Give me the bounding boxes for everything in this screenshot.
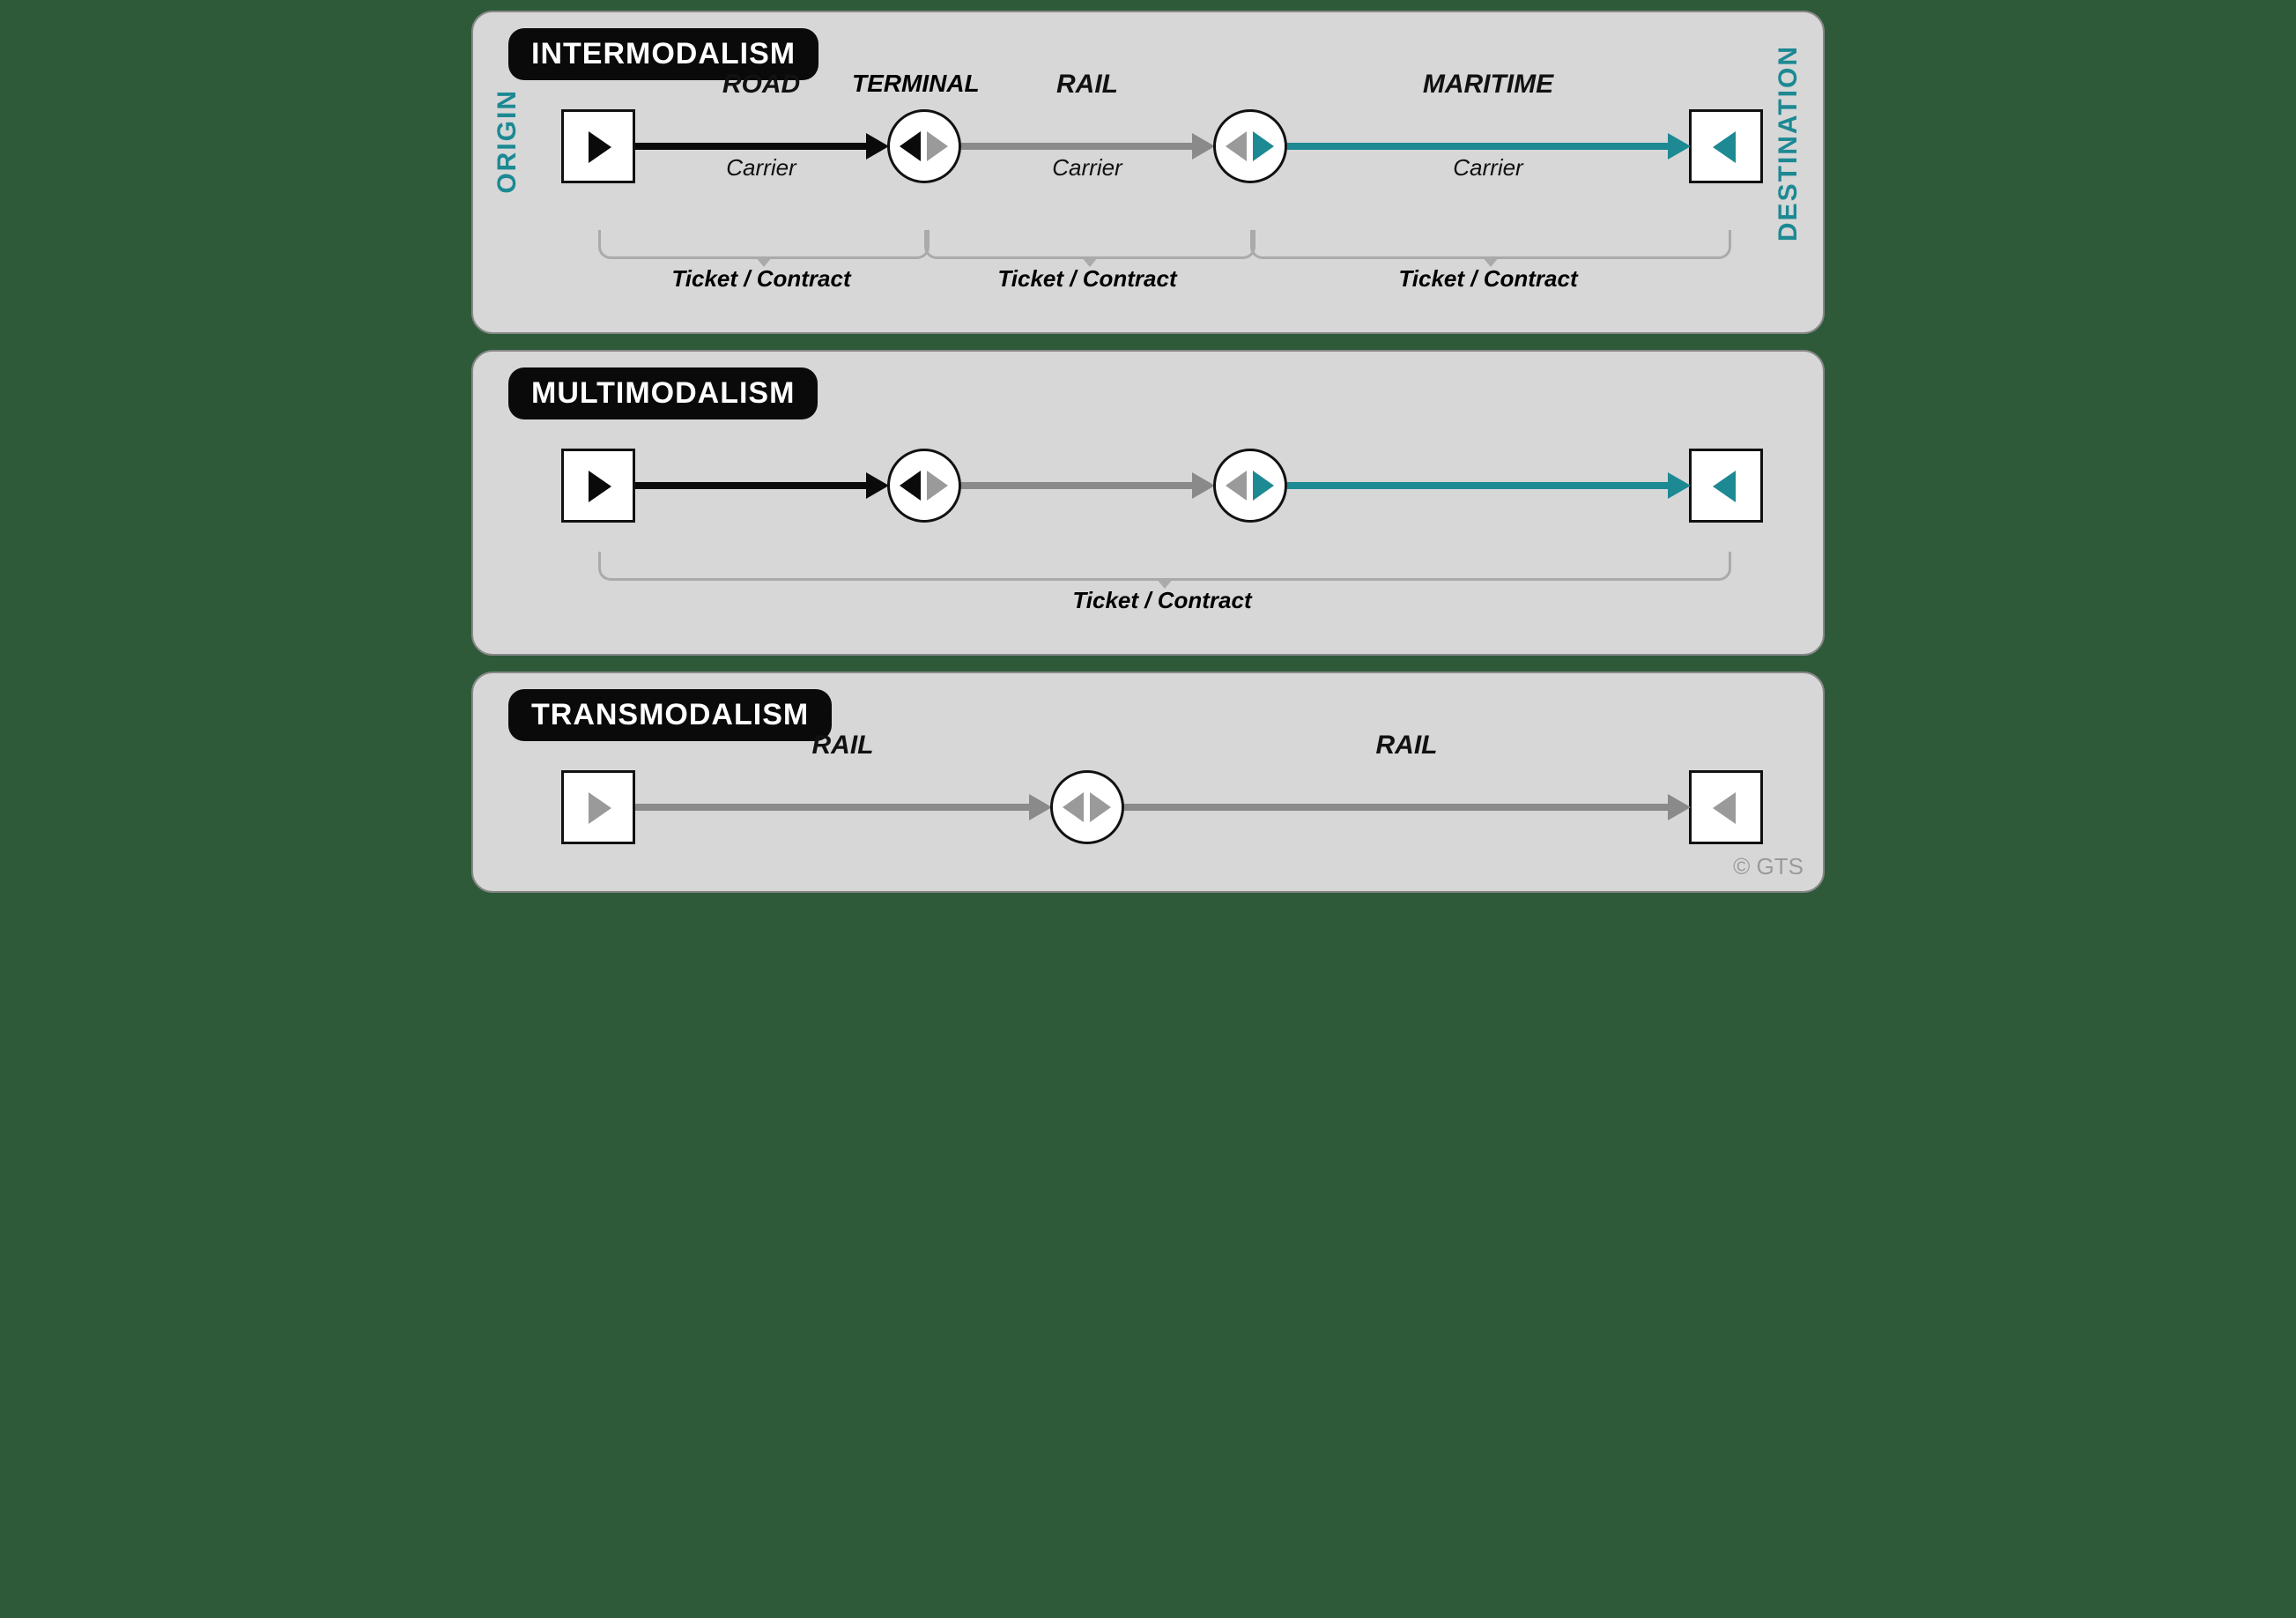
origin-node [561,770,635,844]
destination-node [1689,109,1763,183]
terminal-node [1050,770,1124,844]
copyright: © GTS [1733,853,1803,880]
flow-row: RAILRAIL [526,759,1770,856]
flow-row [526,437,1770,534]
segment-line [635,482,870,489]
terminal-right-arrow-icon [927,471,948,501]
destination-arrow-icon [1713,131,1736,163]
segment-line [635,804,1033,811]
origin-arrow-icon [589,792,611,824]
segment-line [961,482,1196,489]
terminal-node [887,109,961,183]
segment-arrowhead-icon [1668,133,1691,160]
terminal-label: TERMINAL [852,70,980,98]
flow-row: ORIGINDESTINATIONROADCarrierRAILCarrierM… [526,98,1770,195]
terminal-node [1213,109,1287,183]
brace [1250,230,1731,259]
brace [598,552,1731,581]
destination-arrow-icon [1713,471,1736,502]
terminal-right-arrow-icon [1253,471,1274,501]
destination-label: DESTINATION [1774,45,1803,241]
brace-row: Ticket / ContractTicket / ContractTicket… [526,230,1770,309]
brace [924,230,1255,259]
segment-sublabel: Carrier [981,154,1193,182]
origin-arrow-icon [589,471,611,502]
segment-label: RAIL [737,731,949,761]
destination-arrow-icon [1713,792,1736,824]
panel: MULTIMODALISM Ticket / Contract [471,350,1825,656]
segment-sublabel: Carrier [655,154,867,182]
terminal-left-arrow-icon [1226,471,1247,501]
terminal-right-arrow-icon [1090,792,1111,822]
terminal-left-arrow-icon [1226,131,1247,161]
segment-line [961,143,1196,150]
brace-label: Ticket / Contract [924,265,1250,293]
brace-row: Ticket / Contract [526,552,1770,631]
segment-label: MARITIME [1382,70,1594,100]
panel: INTERMODALISMORIGINDESTINATIONROADCarrie… [471,11,1825,334]
brace-label: Ticket / Contract [598,587,1726,614]
terminal-left-arrow-icon [1063,792,1084,822]
terminal-node [887,449,961,523]
segment-line [1287,143,1671,150]
brace-label: Ticket / Contract [598,265,924,293]
brace-label: Ticket / Contract [1250,265,1726,293]
terminal-left-arrow-icon [900,471,921,501]
segment-line [1287,482,1671,489]
segment-arrowhead-icon [866,133,889,160]
panel-title: MULTIMODALISM [508,367,818,419]
segment-label: RAIL [1301,731,1513,761]
terminal-right-arrow-icon [927,131,948,161]
segment-label: RAIL [981,70,1193,100]
origin-node [561,449,635,523]
terminal-node [1213,449,1287,523]
terminal-right-arrow-icon [1253,131,1274,161]
segment-line [635,143,870,150]
segment-arrowhead-icon [1668,794,1691,820]
segment-arrowhead-icon [866,472,889,499]
panel: TRANSMODALISMRAILRAIL© GTS [471,672,1825,893]
segment-line [1124,804,1671,811]
origin-label: ORIGIN [493,89,522,194]
brace [598,230,930,259]
segment-arrowhead-icon [1192,472,1215,499]
segment-arrowhead-icon [1668,472,1691,499]
segment-arrowhead-icon [1029,794,1052,820]
destination-node [1689,449,1763,523]
terminal-left-arrow-icon [900,131,921,161]
origin-arrow-icon [589,131,611,163]
origin-node [561,109,635,183]
destination-node [1689,770,1763,844]
segment-label: ROAD [655,70,867,100]
segment-sublabel: Carrier [1382,154,1594,182]
segment-arrowhead-icon [1192,133,1215,160]
